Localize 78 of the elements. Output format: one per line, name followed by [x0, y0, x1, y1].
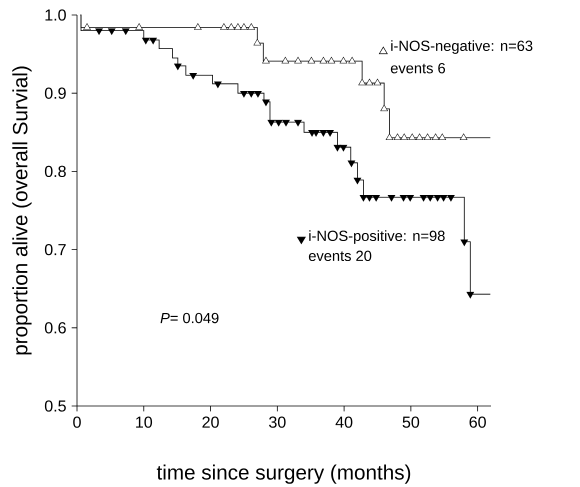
- point: [294, 56, 302, 64]
- point: [460, 240, 468, 246]
- point: [220, 23, 228, 30]
- point: [416, 134, 424, 140]
- point: [394, 134, 402, 140]
- point: [406, 194, 414, 202]
- x-axis-title: time since surgery (months): [156, 464, 410, 484]
- point: [254, 38, 262, 46]
- point: [460, 134, 468, 140]
- point: [388, 194, 396, 202]
- point: [366, 194, 374, 202]
- point: [424, 134, 432, 140]
- point: [262, 100, 270, 106]
- y-tick-label: 0.6: [44, 322, 66, 334]
- point: [432, 134, 440, 140]
- point: [328, 56, 336, 64]
- point: [447, 194, 455, 202]
- point: [268, 120, 276, 126]
- x-tick-label: 50: [402, 416, 420, 428]
- legend-label: i-NOS-negative: n=63: [391, 40, 532, 54]
- y-tick-label: 0.5: [44, 400, 66, 412]
- point: [274, 120, 282, 126]
- point: [434, 194, 442, 202]
- point: [440, 194, 448, 202]
- legend-label: i-NOS-positive: n=98: [309, 230, 445, 244]
- point: [320, 56, 328, 64]
- point: [282, 56, 290, 64]
- point: [262, 56, 270, 64]
- point: [189, 72, 197, 80]
- x-tick-label: 20: [202, 416, 219, 428]
- point: [466, 292, 474, 298]
- point: [248, 90, 256, 98]
- x-tick-label: 40: [336, 416, 352, 428]
- point: [348, 160, 356, 168]
- point: [294, 120, 302, 126]
- x-tick-label: 30: [269, 416, 286, 428]
- point: [374, 78, 382, 86]
- point: [372, 194, 380, 202]
- point: [348, 56, 356, 64]
- point: [282, 120, 290, 126]
- point: [308, 56, 316, 64]
- point: [135, 23, 143, 30]
- y-tick-label: 0.7: [44, 244, 66, 256]
- x-tick-label: 60: [470, 416, 486, 428]
- point: [408, 134, 416, 140]
- point: [340, 144, 348, 152]
- point: [83, 23, 91, 30]
- point: [360, 194, 368, 202]
- point: [358, 78, 366, 86]
- point: [240, 23, 248, 30]
- y-tick-label: 0.8: [44, 166, 66, 178]
- point: [426, 194, 434, 202]
- x-tick-label: 10: [136, 416, 152, 428]
- point: [420, 194, 428, 202]
- point: [400, 194, 408, 202]
- point: [340, 56, 348, 64]
- point: [228, 23, 235, 30]
- point: [366, 78, 374, 86]
- point: [380, 104, 388, 112]
- x-tick-label: 0: [73, 416, 81, 428]
- y-axis-title: proportion alive (overall Survial): [12, 66, 32, 354]
- annotation: events 20: [308, 250, 372, 262]
- point: [254, 90, 262, 98]
- annotation: P= 0.049: [160, 312, 218, 324]
- point: [334, 144, 342, 152]
- point: [400, 134, 408, 140]
- point: [194, 23, 202, 30]
- point: [386, 134, 394, 140]
- point: [240, 90, 248, 98]
- point: [354, 178, 362, 184]
- annotation: events 6: [390, 63, 446, 74]
- point: [248, 23, 256, 30]
- point: [326, 130, 334, 137]
- point: [438, 134, 446, 140]
- point: [234, 23, 242, 30]
- point: [320, 130, 328, 137]
- y-tick-label: 0.9: [44, 88, 66, 99]
- y-tick-label: 1.0: [45, 9, 66, 21]
